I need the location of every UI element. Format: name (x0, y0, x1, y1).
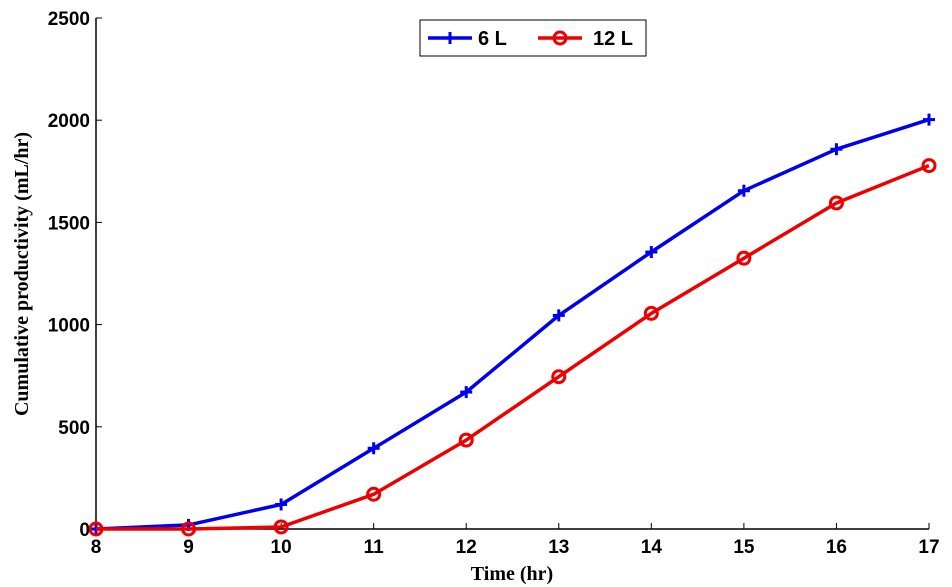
circle-marker (552, 30, 568, 46)
plus-marker (367, 442, 380, 455)
circle-marker (736, 250, 752, 266)
legend-label: 12 L (593, 28, 633, 50)
series-2 (88, 158, 937, 537)
x-tick-label: 14 (641, 537, 663, 558)
y-tick-label: 0 (79, 520, 90, 541)
legend-label: 6 L (478, 28, 507, 50)
axes (95, 17, 930, 530)
circle-marker (366, 486, 382, 502)
circle-marker (88, 521, 104, 537)
x-tick-label: 9 (183, 537, 194, 558)
plus-marker (923, 113, 935, 126)
x-tick-label: 8 (91, 537, 102, 558)
legend-item: 12 L (538, 28, 633, 50)
circle-marker (273, 519, 289, 535)
plus-marker (275, 498, 288, 511)
circle-marker (551, 369, 567, 385)
y-tick-label: 2500 (48, 9, 90, 30)
x-tick-label: 10 (271, 537, 292, 558)
plus-marker (645, 246, 658, 259)
x-tick-label: 13 (548, 537, 569, 558)
x-tick-label: 17 (918, 537, 939, 558)
series-line (95, 117, 930, 531)
y-tick-label: 1500 (48, 213, 90, 234)
plus-marker (460, 386, 473, 399)
plus-marker (830, 143, 843, 156)
x-tick-label: 16 (826, 537, 847, 558)
circle-marker (458, 432, 474, 448)
x-tick-label: 12 (456, 537, 477, 558)
plus-marker (552, 309, 565, 322)
series-line (96, 163, 930, 531)
tick-labels: 8 9 10 11 12 13 14 15 16 17 0 500 1000 1500 2000 2500 (48, 9, 940, 558)
circle-marker (643, 305, 659, 321)
legend: 6 L 12 L (419, 19, 647, 57)
x-tick-label: 11 (364, 537, 385, 558)
plus-marker (737, 184, 750, 197)
legend-item: 6 L (428, 28, 507, 50)
series-1 (90, 113, 935, 535)
y-axis-label: Cumulative productivity (mL/hr) (11, 132, 33, 416)
y-tick-label: 2000 (48, 111, 90, 132)
y-tick-label: 1000 (48, 316, 90, 337)
series-layer (88, 113, 937, 537)
y-tick-label: 500 (58, 418, 90, 439)
circle-marker (181, 521, 197, 537)
x-axis-label: Time (hr) (471, 563, 553, 585)
circle-marker (921, 158, 937, 174)
circle-marker (828, 195, 844, 211)
plus-marker (444, 32, 456, 44)
x-tick-label: 15 (733, 537, 755, 558)
